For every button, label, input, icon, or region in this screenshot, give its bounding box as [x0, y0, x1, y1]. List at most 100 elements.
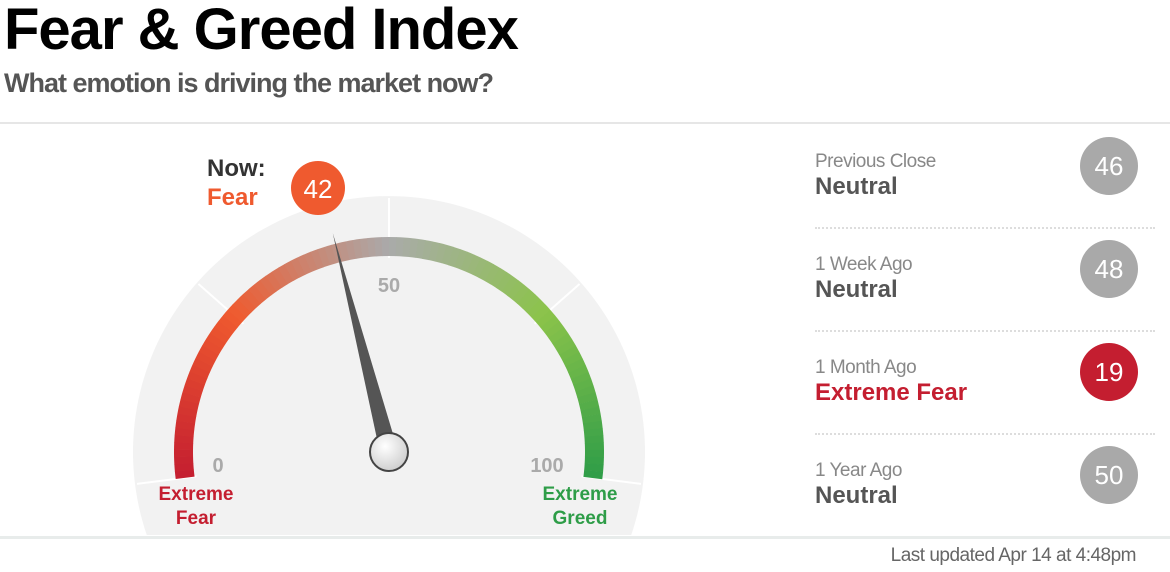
gauge-arc-segment — [265, 271, 283, 292]
gauge-arc-segment — [466, 254, 482, 275]
gauge-arc-segment — [206, 332, 226, 350]
gauge-arc-segment — [584, 456, 604, 465]
gauge-arc-segment — [544, 321, 565, 339]
gauge-arc-segment — [324, 244, 337, 266]
gauge-arc-segment — [536, 309, 556, 328]
gauge-arc-segment — [237, 293, 257, 313]
gauge-arc-segment — [512, 284, 530, 304]
gauge-arc-segment — [583, 428, 604, 438]
gauge-arc-segment — [218, 315, 238, 333]
gauge-arc-segment — [583, 469, 604, 480]
gauge-arc-segment — [562, 351, 583, 367]
gauge-arc-segment — [174, 456, 194, 465]
gauge-arc-segment — [174, 442, 194, 451]
history-label: 1 Month Ago — [815, 357, 917, 378]
gauge-arc-segment — [381, 237, 390, 257]
gauge-arc-segment — [573, 378, 594, 392]
gauge-arc-segment — [540, 315, 560, 333]
gauge-arc-segment — [389, 237, 397, 257]
history-label: Previous Close — [815, 151, 936, 172]
gauge-arc-segment — [174, 449, 194, 458]
gauge-arc-segment — [531, 304, 551, 323]
current-value-text: 42 — [304, 174, 333, 204]
gauge-arc-segment — [395, 237, 404, 257]
history-status: Neutral — [815, 173, 898, 200]
gauge-arc-segment — [243, 289, 262, 309]
tick-label-100: 100 — [530, 455, 563, 477]
divider — [0, 122, 1170, 124]
gauge-arc-segment — [460, 251, 475, 273]
gauge-arc-segment — [555, 339, 576, 356]
separator — [815, 227, 1155, 229]
page-title: Fear & Greed Index — [4, 0, 519, 62]
gauge-arc-segment — [352, 238, 363, 259]
extreme-greed-label-line1: Extreme — [543, 484, 618, 505]
gauge-arc-segment — [271, 267, 289, 288]
gauge-arc-segment — [582, 420, 603, 431]
now-status: Fear — [207, 184, 258, 211]
gauge-arc-segment — [441, 244, 454, 266]
gauge-arc-segment — [584, 449, 604, 458]
gauge-arc-segment — [367, 237, 377, 258]
separator — [815, 433, 1155, 435]
history-row-1-year-ago: 1 Year Ago Neutral 50 — [815, 446, 1140, 563]
gauge-arc-segment — [222, 309, 243, 328]
current-value-bubble — [291, 161, 345, 215]
gauge-needle-hub — [369, 432, 409, 472]
history-row-previous-close: Previous Close Neutral 46 — [815, 137, 1140, 254]
gauge-arc-segment — [584, 463, 604, 473]
gauge-arc-segment — [174, 434, 194, 444]
gauge-arc-segment — [177, 406, 198, 417]
history-label: 1 Year Ago — [815, 460, 902, 481]
gauge-arc-segment — [209, 326, 230, 344]
now-label: Now: — [207, 155, 266, 182]
gauge-arc-segment — [579, 399, 600, 411]
history-label: 1 Week Ago — [815, 254, 913, 275]
gauge-arc-segment — [359, 238, 370, 258]
gauge-arc-segment — [195, 351, 216, 367]
gauge-arc-segment — [478, 260, 495, 282]
gauge-arc-segment — [575, 385, 596, 398]
gauge-arc-segment — [214, 320, 234, 338]
gauge-arc-segment — [577, 392, 598, 405]
extreme-greed-label-line2: Greed — [553, 508, 608, 529]
gauge-arc-segment — [402, 237, 412, 258]
gauge-arc-segment — [259, 275, 277, 296]
gauge-arc-segment — [186, 371, 208, 385]
history-status: Neutral — [815, 276, 898, 303]
gauge-arc-segment — [552, 332, 573, 350]
gauge-arc-segment — [277, 264, 294, 285]
gauge-arc-segment — [175, 420, 196, 431]
gauge-arc-segment — [254, 279, 272, 300]
tick-label-0: 0 — [212, 455, 223, 477]
gauge-arc-segment — [548, 326, 569, 344]
gauge-arc-segment — [180, 391, 201, 404]
gauge-arc-segment — [227, 304, 247, 323]
gauge-arc-segment — [202, 338, 223, 355]
gauge-arc-segment — [178, 398, 200, 411]
history-value-badge: 19 — [1080, 343, 1138, 401]
gauge-arc-segment — [517, 289, 536, 309]
gauge-arc-segment — [570, 371, 592, 386]
gauge-arc-segment — [317, 246, 331, 268]
gauge-arc-segment — [174, 462, 194, 472]
gauge-arc — [174, 237, 604, 480]
gauge-arc-segment — [284, 260, 300, 281]
fear-greed-gauge: 0 50 100 Extreme Fear Extreme Greed 42 — [133, 161, 646, 535]
history-value-badge: 50 — [1080, 446, 1138, 504]
extreme-fear-label-line1: Extreme — [159, 484, 234, 505]
history-row-1-month-ago: 1 Month Ago Extreme Fear 19 — [815, 343, 1140, 460]
gauge-arc-segment — [303, 251, 318, 273]
history-status: Extreme Fear — [815, 379, 968, 406]
last-updated: Last updated Apr 14 at 4:48pm — [890, 545, 1137, 566]
gauge-arc-segment — [297, 254, 312, 275]
gauge-arc-segment — [454, 249, 468, 270]
gauge-arc-segment — [192, 357, 213, 373]
gauge-arc-segment — [248, 284, 267, 304]
history-status: Neutral — [815, 482, 898, 509]
gauge-arc-segment — [490, 267, 507, 288]
gauge-arc-segment — [568, 364, 589, 380]
gauge-arc-segment — [565, 358, 586, 373]
gauge-arc-segment — [428, 241, 440, 262]
gauge-arc-segment — [526, 299, 546, 318]
